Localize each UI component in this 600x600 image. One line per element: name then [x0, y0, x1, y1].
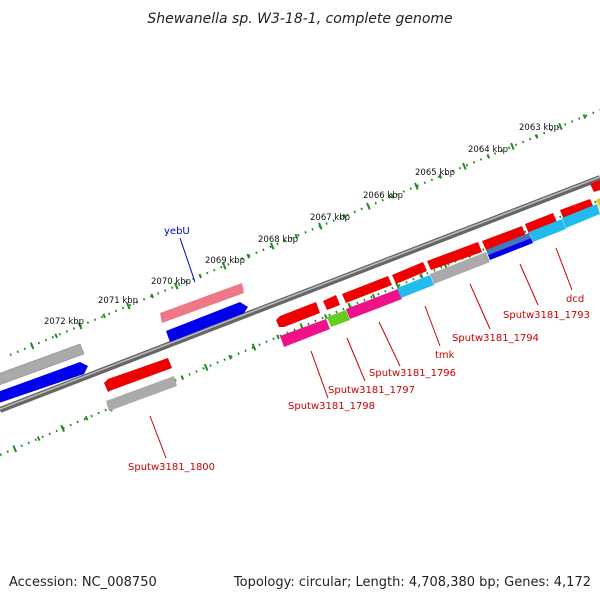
- scale-tick: [390, 193, 395, 199]
- feature-track: [0, 180, 600, 411]
- gene-cyan-dcd[interactable]: [562, 204, 600, 228]
- scale-tick: [419, 273, 424, 279]
- gene-red-h[interactable]: [560, 199, 594, 220]
- gene-red-b[interactable]: [323, 295, 340, 310]
- accession-text: Accession: NC_008750: [9, 575, 157, 590]
- leader-1798: [310, 350, 329, 399]
- scale-tick: [77, 322, 83, 330]
- scale-tick: [180, 375, 185, 380]
- gene-magenta-1796[interactable]: [346, 289, 402, 319]
- scale-tick: [318, 222, 323, 230]
- gene-blue-1793[interactable]: [488, 238, 533, 260]
- scale-tick: [294, 233, 299, 239]
- scale-tick: [203, 363, 209, 371]
- gene-red-a[interactable]: [276, 302, 320, 327]
- leader-dcd: [555, 247, 573, 291]
- gene-red-e[interactable]: [427, 242, 482, 270]
- gene-cyan-tmk[interactable]: [397, 275, 434, 298]
- outer-scale-ring: [9, 108, 600, 357]
- gene-gray-1800[interactable]: [106, 376, 177, 411]
- scale-tick: [534, 134, 539, 139]
- scale-tick: [36, 436, 41, 441]
- scale-label-2067: 2067 kbp: [310, 213, 350, 223]
- leader-1800: [149, 415, 167, 459]
- gene-red-i[interactable]: [590, 180, 600, 192]
- scale-label-2068: 2068 kbp: [258, 235, 298, 245]
- gene-yellow-edge[interactable]: [596, 198, 600, 208]
- scale-tick: [323, 314, 328, 320]
- scale-labels: 2063 kbp 2064 kbp 2065 kbp 2066 kbp 2067…: [44, 123, 559, 327]
- scale-tick: [269, 242, 275, 250]
- scale-tick: [84, 415, 89, 421]
- genome-backbone: [0, 175, 600, 413]
- gene-pink-yebU-region[interactable]: [160, 283, 244, 323]
- scale-tick: [438, 173, 443, 179]
- scale-label-2065: 2065 kbp: [415, 168, 455, 178]
- gene-gray-1794[interactable]: [430, 252, 490, 284]
- gene-red-1800-upper[interactable]: [104, 358, 172, 392]
- leader-1794: [469, 283, 491, 330]
- gene-label-1794[interactable]: Sputw3181_1794: [452, 333, 539, 344]
- scale-label-2072: 2072 kbp: [44, 317, 84, 327]
- scale-tick: [150, 293, 155, 299]
- gene-label-dcd[interactable]: dcd: [566, 294, 584, 305]
- gene-gray-left-outer[interactable]: [0, 343, 85, 385]
- gene-magenta-1798[interactable]: [280, 319, 330, 347]
- map-title: Shewanella sp. W3-18-1, complete genome: [147, 11, 452, 27]
- scale-tick: [371, 293, 376, 299]
- gene-label-1798[interactable]: Sputw3181_1798: [288, 401, 375, 412]
- gene-red-c[interactable]: [342, 276, 392, 303]
- scale-tick: [342, 213, 347, 219]
- leader-1796: [378, 321, 401, 367]
- scale-label-2064: 2064 kbp: [468, 145, 508, 155]
- gene-label-1797[interactable]: Sputw3181_1797: [328, 385, 415, 396]
- scale-tick: [12, 445, 18, 453]
- gene-cyan-1793[interactable]: [529, 219, 566, 242]
- gene-red-f[interactable]: [482, 226, 526, 250]
- gene-labels: yebU dcd Sputw3181_1793 Sputw3181_1794 t…: [128, 226, 590, 473]
- scale-tick: [173, 282, 179, 290]
- gene-label-1793[interactable]: Sputw3181_1793: [503, 310, 590, 321]
- scale-label-2070: 2070 kbp: [151, 277, 191, 287]
- scale-tick: [251, 343, 257, 351]
- scale-label-2063: 2063 kbp: [519, 123, 559, 133]
- leader-yebU: [179, 237, 196, 283]
- scale-tick: [198, 273, 203, 279]
- gene-blue-yebU[interactable]: [166, 302, 248, 342]
- scale-tick: [221, 262, 227, 270]
- scale-tick: [510, 142, 515, 150]
- scale-tick: [246, 253, 251, 259]
- scale-label-2069: 2069 kbp: [205, 256, 245, 266]
- scale-label-2071: 2071 kbp: [98, 296, 138, 306]
- gene-label-1800[interactable]: Sputw3181_1800: [128, 462, 215, 473]
- topology-summary: Topology: circular; Length: 4,708,380 bp…: [233, 575, 591, 590]
- gene-label-yebU[interactable]: yebU: [164, 226, 190, 237]
- leader-1797: [346, 337, 366, 382]
- gene-green-1797[interactable]: [327, 310, 350, 327]
- gene-red-d[interactable]: [392, 262, 427, 284]
- scale-tick: [582, 114, 587, 119]
- gene-blue-left-outer[interactable]: [0, 362, 88, 403]
- scale-tick: [486, 153, 491, 159]
- scale-tick: [558, 122, 563, 131]
- scale-label-2066: 2066 kbp: [363, 191, 403, 201]
- scale-tick: [228, 354, 232, 360]
- scale-tick: [276, 334, 280, 340]
- scale-tick: [366, 202, 371, 210]
- scale-tick: [102, 313, 106, 319]
- leader-tmk: [424, 305, 441, 347]
- leader-1793: [519, 263, 539, 306]
- scale-tick: [462, 162, 467, 170]
- gene-label-lines: [149, 237, 573, 459]
- scale-tick: [414, 182, 419, 190]
- gene-steelblue-1794[interactable]: [486, 233, 531, 255]
- scale-tick: [29, 342, 35, 350]
- scale-tick: [54, 333, 58, 339]
- gene-label-tmk[interactable]: tmk: [435, 350, 455, 361]
- scale-tick: [60, 424, 65, 433]
- gene-label-1796[interactable]: Sputw3181_1796: [369, 368, 456, 379]
- gene-red-g[interactable]: [525, 213, 557, 234]
- scale-tick: [125, 302, 131, 310]
